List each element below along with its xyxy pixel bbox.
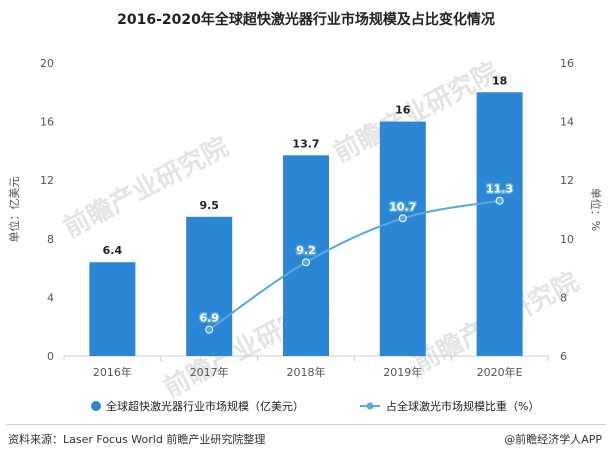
bar <box>476 92 523 357</box>
y-left-tick-label: 4 <box>47 291 54 304</box>
y-left-tick-label: 12 <box>40 174 54 187</box>
series-line <box>208 199 500 331</box>
bars <box>89 92 523 357</box>
bar <box>379 121 426 356</box>
y-left-tick-label: 0 <box>47 350 54 363</box>
y-left-tick-label: 20 <box>40 57 54 70</box>
x-tick-label: 2020年E <box>477 365 523 379</box>
bar-value-label: 16 <box>395 104 411 117</box>
y-right-axis-title: 单位：% <box>589 188 603 231</box>
legend-line-marker <box>366 402 374 410</box>
axes: 2016年 2017年 2018年 2019年 2020年E 0 4 8 12 16 20 6 8 10 1… <box>7 57 603 379</box>
line-point <box>495 196 504 205</box>
bar-value-label: 18 <box>492 74 507 87</box>
legend: 全球超快激光器行业市场规模（亿美元） 占全球激光市场规模比重（%） <box>91 399 539 413</box>
chart: 前瞻产业研究院前瞻产业研究院前瞻产业研究院前瞻产业研究院 2016年2017年2… <box>7 56 603 413</box>
bar-value-label: 9.5 <box>199 199 219 212</box>
line-point-label: 6.9 <box>199 312 219 325</box>
y-left-tick-label: 8 <box>47 233 54 246</box>
y-right-tick-label: 10 <box>560 233 574 246</box>
line-point <box>302 258 310 267</box>
chart-title: 2016-2020年全球超快激光器行业市场规模及占比变化情况 <box>117 12 495 28</box>
y-left-axis-title: 单位：亿美元 <box>7 177 21 243</box>
x-tick-label: 2019年 <box>383 365 422 379</box>
line-series <box>205 196 504 334</box>
bar-value-label: 6.4 <box>103 244 123 257</box>
line-point-label: 11.3 <box>486 183 513 196</box>
y-left-tick-label: 16 <box>40 116 54 129</box>
x-tick-label: 2018年 <box>287 365 326 379</box>
y-right-tick-label: 8 <box>560 291 567 304</box>
line-point <box>398 214 407 223</box>
data-labels: 6.4 9.5 13.7 16 18 6.9 9.2 10.7 11.3 <box>103 74 515 326</box>
y-right-tick-label: 16 <box>560 57 574 70</box>
x-tick-label: 2016年 <box>93 365 132 379</box>
credit-text: @前瞻经济学人APP <box>504 433 602 446</box>
line-point-label: 10.7 <box>389 200 416 213</box>
bar-value-label: 13.7 <box>292 137 319 150</box>
source-note: 资料来源：Laser Focus World 前瞻产业研究院整理 <box>8 433 266 446</box>
y-right-tick-label: 12 <box>560 174 574 187</box>
legend-line-label: 占全球激光市场规模比重（%） <box>386 399 539 413</box>
bar <box>89 262 136 356</box>
bar <box>283 155 329 356</box>
legend-bar-swatch <box>91 401 101 411</box>
line-point-label: 9.2 <box>296 244 316 257</box>
legend-bar-label: 全球超快激光器行业市场规模（亿美元） <box>106 399 304 413</box>
y-right-tick-label: 14 <box>560 116 574 129</box>
line-point <box>205 325 214 334</box>
footer-divider <box>6 424 606 425</box>
y-right-tick-label: 6 <box>560 350 567 363</box>
x-tick-label: 2017年 <box>190 365 229 379</box>
bar <box>186 216 233 356</box>
